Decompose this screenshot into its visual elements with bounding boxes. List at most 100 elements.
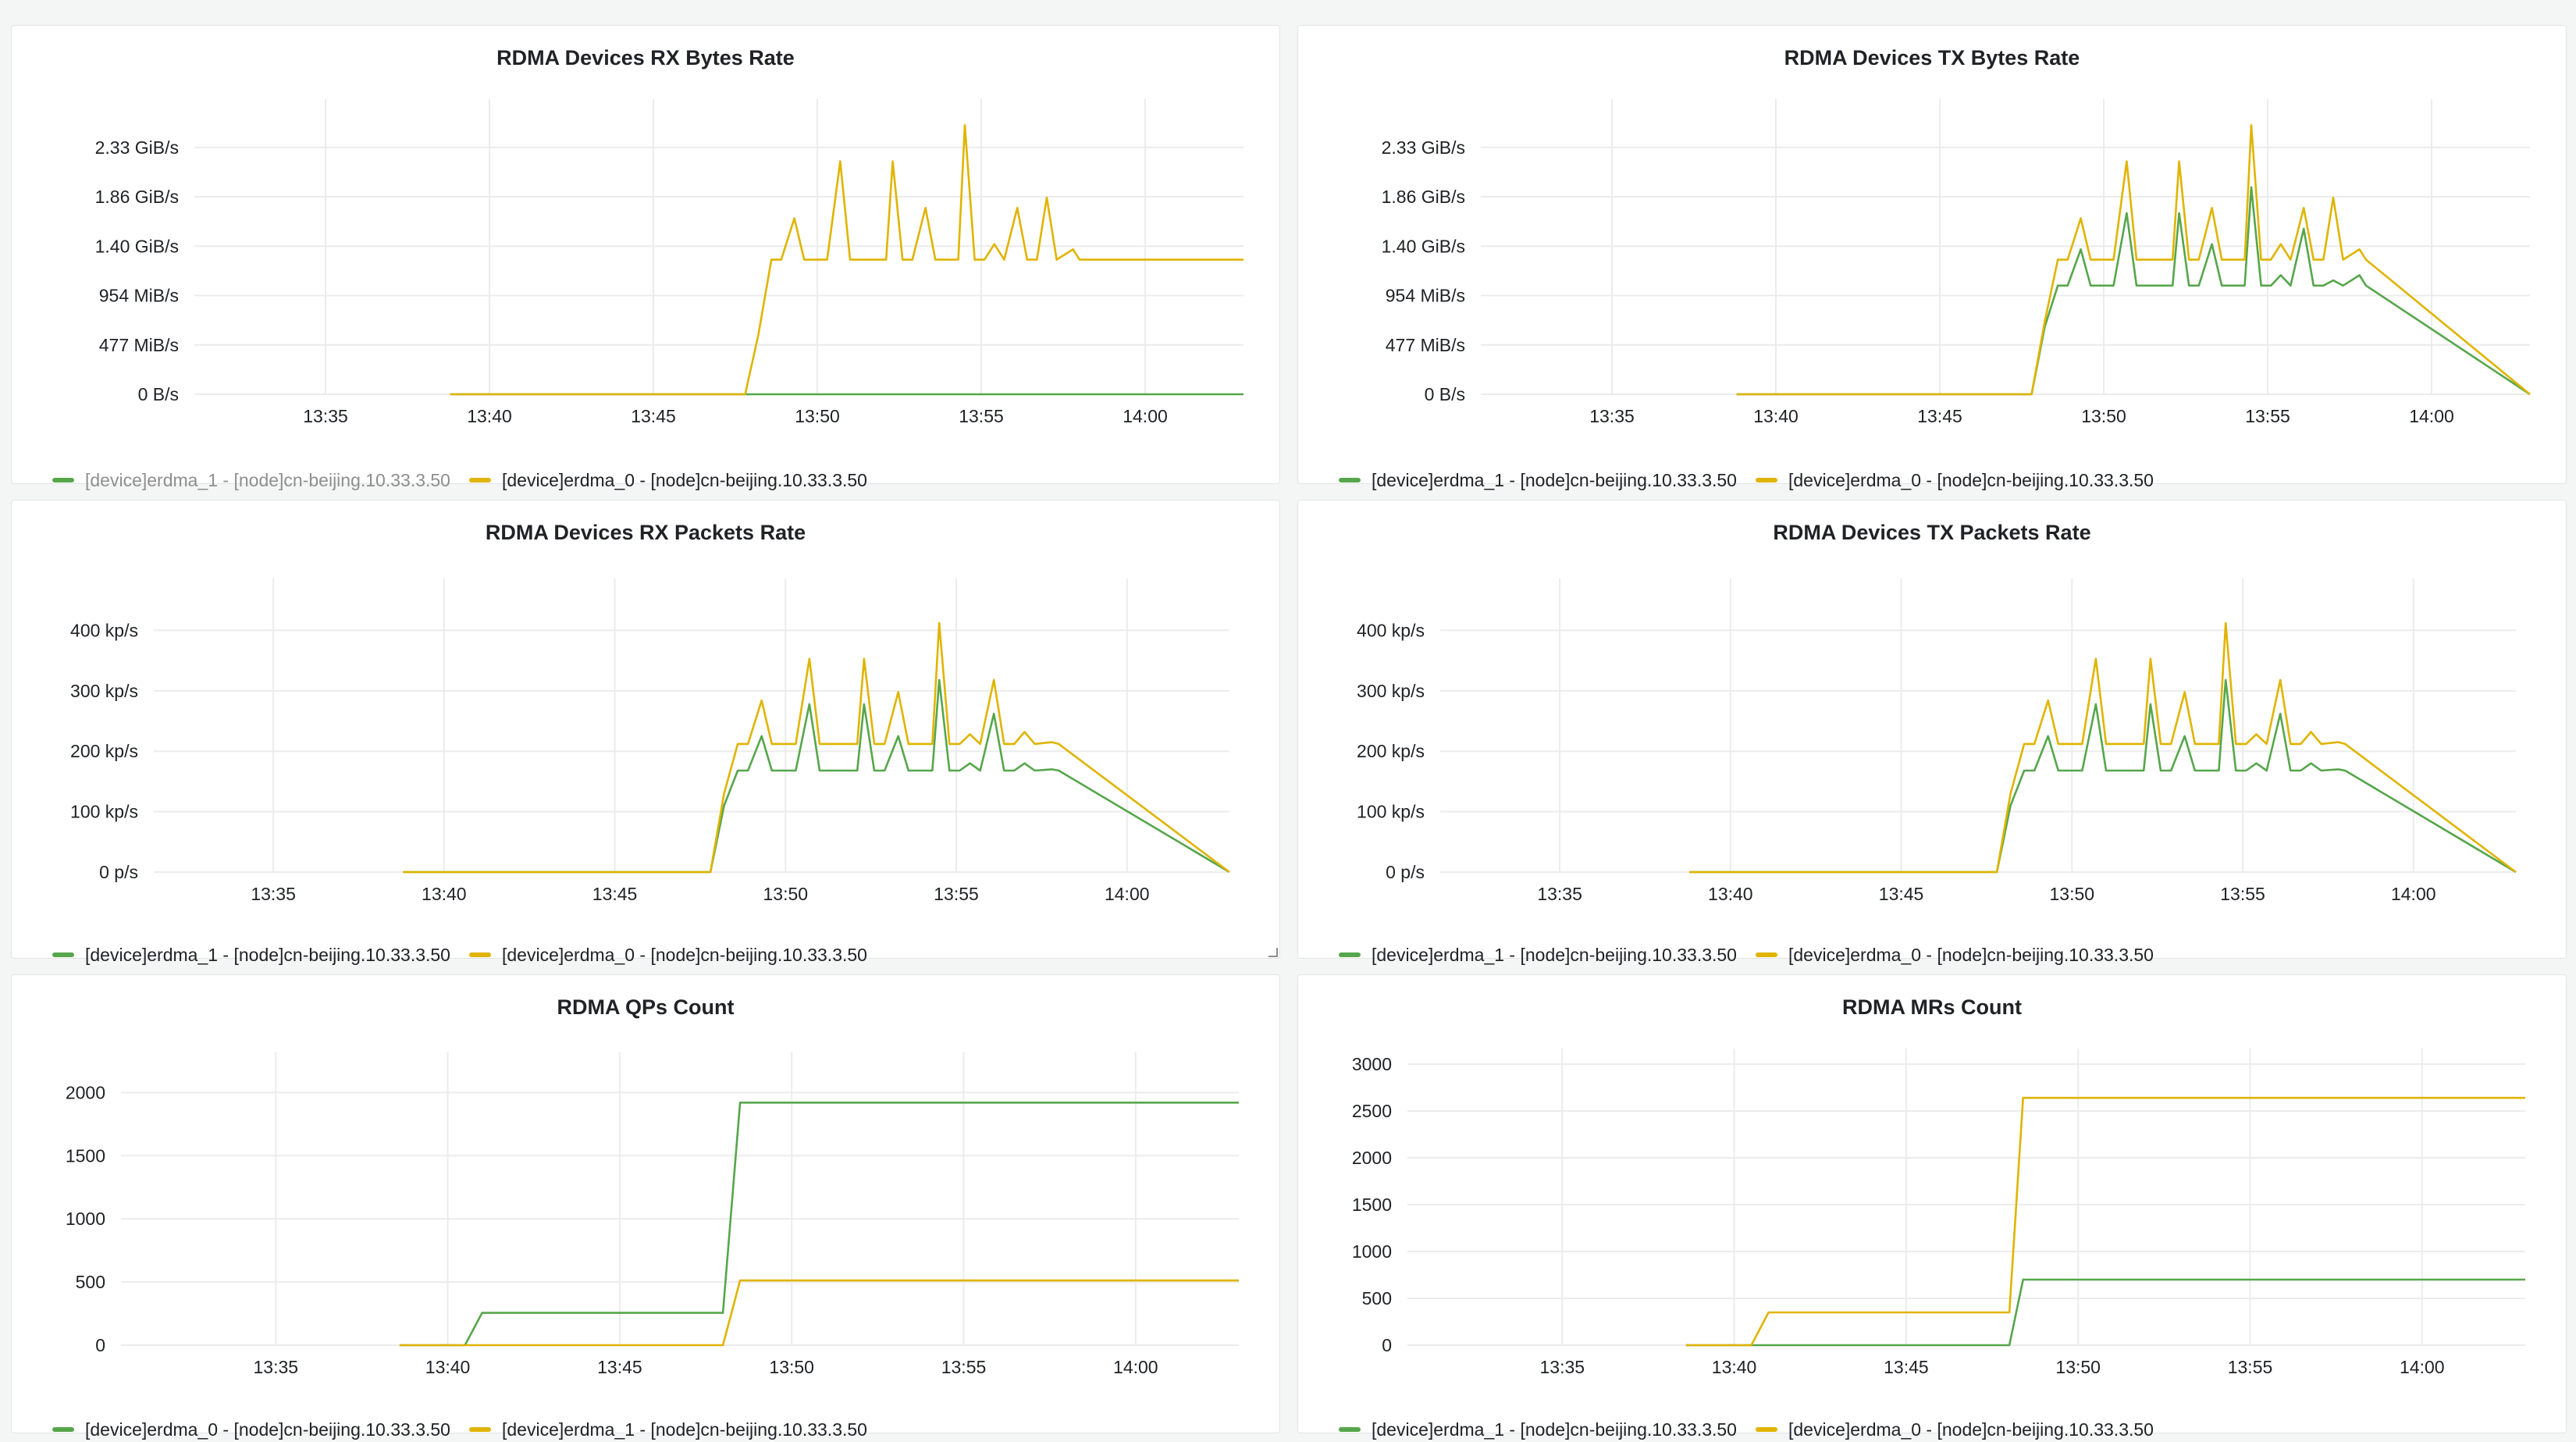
legend-swatch — [1339, 478, 1361, 482]
series-line-yellow[interactable] — [1689, 621, 2517, 874]
series-line-green[interactable] — [1736, 186, 2531, 396]
legend-label: [device]erdma_1 - [node]cn-beijing.10.33… — [85, 469, 450, 490]
x-tick-label: 13:50 — [795, 406, 840, 426]
legend-label: [device]erdma_0 - [node]cn-beijing.10.33… — [501, 944, 867, 965]
legend-item[interactable]: [device]erdma_1 - [node]cn-beijing.10.33… — [1339, 945, 1737, 966]
x-tick-label: 13:55 — [934, 884, 979, 904]
legend-item[interactable]: [device]erdma_0 - [node]cn-beijing.10.33… — [1755, 469, 2154, 491]
legend-item[interactable]: [device]erdma_0 - [node]cn-beijing.10.33… — [1755, 944, 2154, 966]
x-tick-label: 14:00 — [1113, 1357, 1158, 1377]
y-tick-label: 0 — [1382, 1335, 1392, 1355]
x-tick-label: 13:45 — [592, 884, 638, 904]
legend-item[interactable]: [device]erdma_1 - [node]cn-beijing.10.33… — [52, 945, 450, 966]
chart-legend: [device]erdma_1 - [node]cn-beijing.10.33… — [1339, 468, 2172, 493]
chart-legend: [device]erdma_0 - [node]cn-beijing.10.33… — [52, 1417, 886, 1442]
panel-title[interactable]: RDMA QPs Count — [557, 995, 735, 1019]
series-line-yellow[interactable] — [403, 621, 1230, 874]
y-tick-label: 300 kp/s — [70, 681, 138, 701]
chart-plot: 0 p/s 100 kp/s 200 kp/s 300 kp/s 400 kp/s 13:… — [1357, 579, 2517, 904]
legend-label: [device]erdma_0 - [node]cn-beijing.10.33… — [1788, 469, 2154, 490]
legend-swatch — [52, 478, 74, 482]
x-tick-label: 13:45 — [597, 1357, 642, 1377]
y-tick-label: 477 MiB/s — [1386, 335, 1465, 355]
x-tick-label: 13:50 — [2055, 1357, 2101, 1377]
y-tick-label: 400 kp/s — [1357, 620, 1425, 640]
x-tick-label: 14:00 — [2400, 1357, 2445, 1377]
x-tick-label: 13:55 — [2220, 884, 2265, 904]
y-tick-label: 3000 — [1352, 1054, 1392, 1074]
x-tick-label: 13:40 — [422, 884, 467, 904]
panel-rx-bytes-rate: RDMA Devices RX Bytes Rate 0 B/s 477 MiB/… — [11, 25, 1280, 490]
x-tick-label: 13:45 — [1917, 406, 1962, 426]
x-tick-label: 13:35 — [253, 1357, 298, 1377]
x-tick-label: 13:35 — [1539, 1357, 1585, 1377]
chart-plot: 0 B/s 477 MiB/s 954 MiB/s 1.40 GiB/s 1.86 Gi… — [95, 99, 1244, 426]
chart-legend: [device]erdma_1 - [node]cn-beijing.10.33… — [52, 942, 886, 967]
x-tick-label: 13:50 — [769, 1357, 814, 1377]
legend-item[interactable]: [device]erdma_0 - [node]cn-beijing.10.33… — [468, 944, 867, 966]
chart-plot: 0 B/s 477 MiB/s 954 MiB/s 1.40 GiB/s 1.86 Gi… — [1382, 99, 2531, 426]
y-tick-label: 500 — [1362, 1288, 1392, 1308]
x-tick-label: 13:55 — [941, 1357, 987, 1377]
y-tick-label: 954 MiB/s — [1386, 286, 1465, 306]
legend-item[interactable]: [device]erdma_0 - [node]cn-beijing.10.33… — [468, 470, 867, 491]
x-tick-label: 13:40 — [1753, 406, 1799, 426]
x-tick-label: 13:50 — [2050, 884, 2095, 904]
x-tick-label: 14:00 — [1105, 884, 1150, 904]
x-tick-label: 13:45 — [1879, 884, 1924, 904]
panel-resize-handle[interactable] — [1268, 948, 1278, 957]
legend-swatch — [52, 952, 74, 957]
chart-legend: [device]erdma_1 - [node]cn-beijing.10.33… — [1339, 1417, 2172, 1442]
legend-item[interactable]: [device]erdma_1 - [node]cn-beijing.10.33… — [52, 470, 450, 491]
legend-swatch — [52, 1427, 74, 1432]
series-line-green[interactable] — [403, 678, 1230, 874]
panel-tx-bytes-rate: RDMA Devices TX Bytes Rate 0 B/s 477 MiB/… — [1297, 25, 2567, 490]
x-tick-label: 13:35 — [1589, 406, 1635, 426]
series-line-yellow[interactable] — [1736, 124, 2531, 396]
panel-title[interactable]: RDMA MRs Count — [1842, 995, 2022, 1019]
panel-title[interactable]: RDMA Devices TX Packets Rate — [1773, 521, 2091, 544]
series-line-yellow[interactable] — [399, 1279, 1239, 1347]
legend-label: [device]erdma_0 - [node]cn-beijing.10.33… — [1788, 944, 2154, 965]
chart-legend: [device]erdma_1 - [node]cn-beijing.10.33… — [52, 468, 886, 493]
dashboard-top-strip — [0, 0, 2576, 23]
legend-swatch — [1339, 1427, 1361, 1432]
x-tick-label: 13:50 — [763, 884, 809, 904]
y-tick-label: 2.33 GiB/s — [1382, 137, 1465, 158]
x-tick-label: 13:40 — [1708, 884, 1753, 904]
y-tick-label: 1000 — [1352, 1241, 1392, 1262]
series-line-green[interactable] — [1685, 1278, 2525, 1347]
series-line-green[interactable] — [1689, 678, 2517, 874]
legend-item[interactable]: [device]erdma_1 - [node]cn-beijing.10.33… — [1339, 470, 1737, 491]
panel-qps-count: RDMA QPs Count 0 500 1000 1500 2000 13:35 13:4… — [11, 974, 1280, 1440]
x-tick-label: 13:45 — [631, 406, 676, 426]
y-tick-label: 0 B/s — [1425, 384, 1465, 404]
panel-title[interactable]: RDMA Devices TX Bytes Rate — [1784, 46, 2080, 69]
x-tick-label: 14:00 — [2391, 884, 2436, 904]
x-tick-label: 13:55 — [2228, 1357, 2273, 1377]
y-tick-label: 1.86 GiB/s — [1382, 187, 1465, 207]
x-tick-label: 13:40 — [425, 1357, 471, 1377]
x-tick-label: 13:40 — [1712, 1357, 1757, 1377]
legend-swatch — [468, 952, 491, 957]
y-tick-label: 100 kp/s — [1357, 802, 1425, 822]
panel-mrs-count: RDMA MRs Count 0 500 1000 1500 2000 2500 3000 1… — [1297, 974, 2567, 1440]
panel-title[interactable]: RDMA Devices RX Packets Rate — [485, 521, 806, 544]
x-tick-label: 13:40 — [467, 406, 512, 426]
y-tick-label: 2.33 GiB/s — [95, 137, 179, 158]
series-line-green[interactable] — [399, 1102, 1239, 1347]
y-tick-label: 0 p/s — [99, 862, 138, 882]
panel-rx-packets-rate: RDMA Devices RX Packets Rate 0 p/s 100 kp… — [11, 500, 1280, 965]
y-tick-label: 954 MiB/s — [99, 286, 179, 306]
y-tick-label: 1000 — [66, 1209, 105, 1229]
panel-title[interactable]: RDMA Devices RX Bytes Rate — [496, 46, 795, 69]
chart-legend: [device]erdma_1 - [node]cn-beijing.10.33… — [1339, 942, 2172, 967]
x-tick-label: 13:55 — [2245, 406, 2290, 426]
y-tick-label: 200 kp/s — [1357, 741, 1425, 761]
y-tick-label: 1.86 GiB/s — [95, 187, 179, 207]
series-line-yellow[interactable] — [1685, 1096, 2525, 1347]
series-line-yellow[interactable] — [450, 124, 1244, 396]
chart-plot: 0 500 1000 1500 2000 2500 3000 13:35 13:40 13:45 1… — [1352, 1049, 2525, 1377]
y-tick-label: 400 kp/s — [70, 620, 138, 640]
legend-label: [device]erdma_1 - [node]cn-beijing.10.33… — [85, 944, 450, 965]
